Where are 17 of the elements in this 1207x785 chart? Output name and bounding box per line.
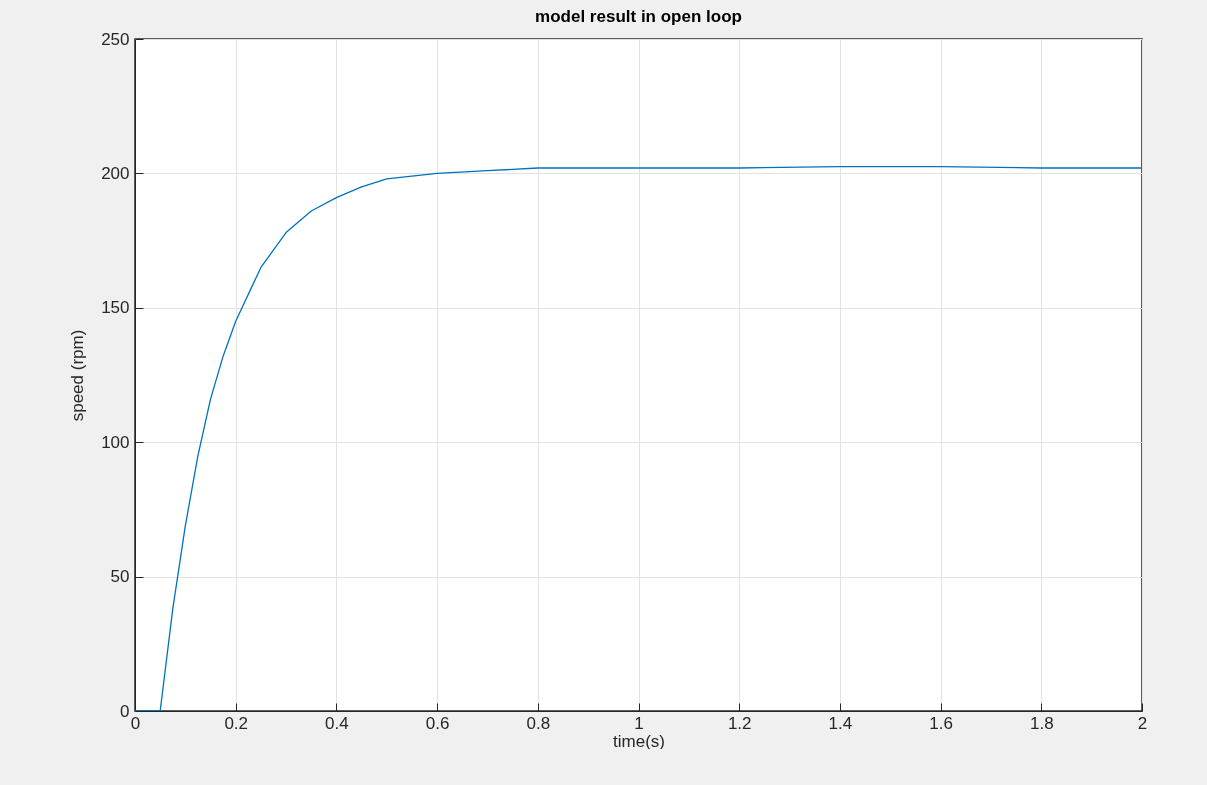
x-tick-label: 1.4: [828, 713, 853, 733]
x-tick-label: 1.8: [1029, 713, 1054, 733]
y-axis-title: speed (rpm): [68, 329, 88, 422]
y-tick-label: 200: [101, 163, 130, 183]
x-tick-label: 2: [1137, 713, 1148, 733]
x-tick-label: 1.6: [929, 713, 953, 733]
y-tick-label: 100: [101, 432, 130, 452]
y-tick-label: 250: [101, 29, 130, 49]
chart-title: model result in open loop: [535, 7, 742, 26]
x-tick-label: 1: [634, 713, 644, 733]
x-tick-label: 0.2: [224, 713, 249, 733]
x-tick-label: 1.2: [727, 713, 752, 733]
x-tick-label: 0.4: [325, 713, 349, 733]
y-tick-label: 150: [101, 298, 130, 318]
x-tick-label: 0.8: [526, 713, 551, 733]
y-tick-label: 50: [110, 567, 130, 587]
x-tick-label: 0.6: [425, 713, 450, 733]
